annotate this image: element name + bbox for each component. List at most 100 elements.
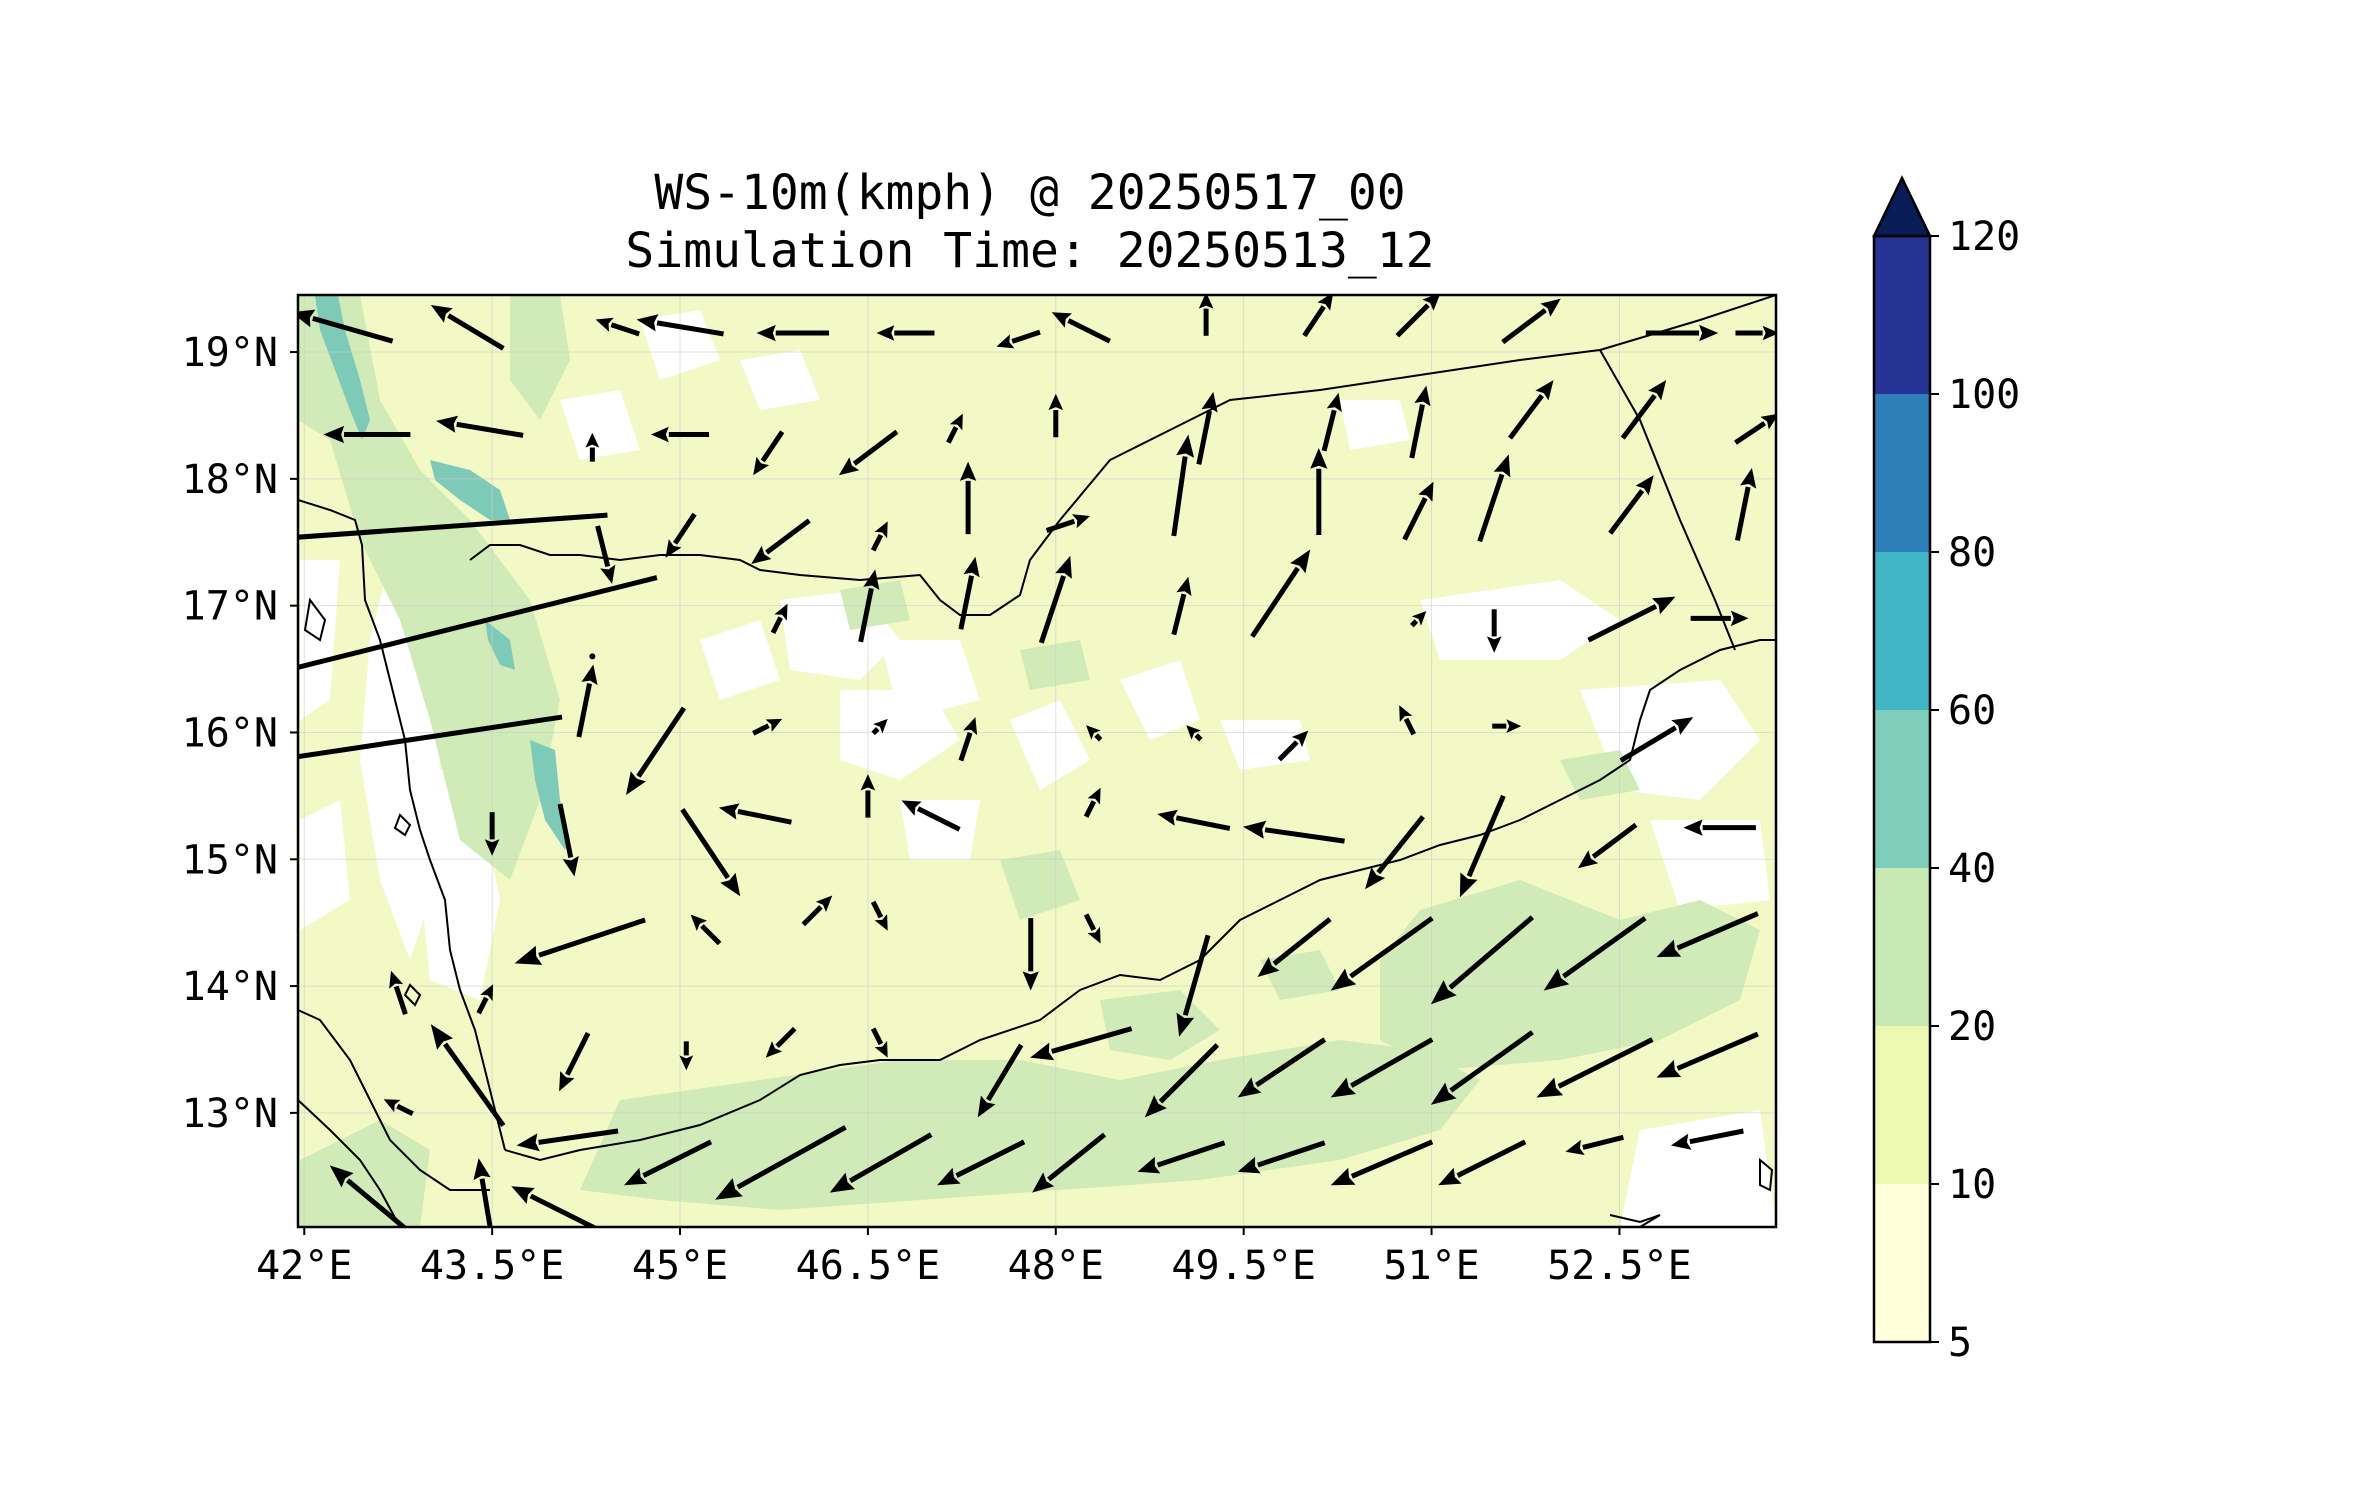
wind-arrow <box>1477 454 1511 543</box>
map-frame <box>296 293 1778 1229</box>
wind-arrow <box>1321 392 1342 452</box>
wind-arrow <box>958 556 980 630</box>
wind-arrow <box>858 569 880 643</box>
wind-arrow <box>298 309 394 344</box>
y-tick-label: 14°N <box>182 964 278 1010</box>
wind-arrow <box>871 718 888 736</box>
wind-speed-field <box>298 295 1776 1227</box>
wind-arrow <box>1565 1134 1624 1155</box>
wind-arrow <box>1083 913 1101 944</box>
wind-arrow <box>959 461 977 535</box>
wind-arrow <box>589 653 596 660</box>
wind-arrow <box>329 1165 408 1227</box>
wind-arrow <box>996 329 1041 349</box>
wind-arrow <box>1250 549 1311 638</box>
colorbar-tick-label: 10 <box>1948 1162 1996 1208</box>
colorbar-segment <box>1874 868 1930 1026</box>
wind-arrow <box>1086 725 1103 742</box>
wind-arrow <box>511 1186 599 1227</box>
wind-arrow <box>1083 787 1101 818</box>
x-tick-label: 43.5°E <box>420 1243 565 1289</box>
wind-arrow <box>1399 705 1416 736</box>
wind-arrow <box>1330 1037 1434 1098</box>
gridlines <box>298 295 1776 1227</box>
colorbar-segment <box>1874 1026 1930 1184</box>
wind-arrow <box>829 1132 933 1193</box>
wind-arrow <box>770 603 788 634</box>
wind-arrow <box>298 512 608 540</box>
wind-arrow <box>1438 1139 1527 1186</box>
wind-arrow <box>715 1125 847 1200</box>
wind-arrow <box>595 525 616 584</box>
wind-arrow <box>1608 475 1654 535</box>
colorbar-segment <box>1874 394 1930 552</box>
wind-arrow <box>718 803 792 825</box>
wind-arrow <box>1171 576 1192 636</box>
wind-arrow <box>756 324 830 342</box>
wind-arrow <box>1459 794 1506 898</box>
wind-arrow <box>870 1027 888 1058</box>
wind-arrow <box>679 1041 694 1071</box>
wind-arrow <box>838 429 899 476</box>
wind-arrow <box>1330 1139 1434 1186</box>
wind-arrow <box>476 984 494 1015</box>
wind-arrow <box>958 717 978 762</box>
wind-arrow <box>1237 1140 1326 1174</box>
wind-arrow <box>860 774 876 818</box>
colorbar-tick-label: 100 <box>1948 372 2020 418</box>
y-tick-label: 16°N <box>182 710 278 756</box>
wind-arrow <box>1022 918 1039 991</box>
y-axis: 19°N 18°N 17°N 16°N 15°N 14°N 13°N <box>182 330 298 1137</box>
x-tick-label: 51°E <box>1383 1243 1479 1289</box>
wind-arrow <box>1330 916 1434 991</box>
wind-arrow <box>636 314 724 337</box>
wind-arrow <box>1430 915 1535 1005</box>
wind-arrow <box>1492 719 1522 733</box>
colorbar-tick-label: 5 <box>1948 1320 1972 1366</box>
wind-arrow <box>1536 1037 1654 1098</box>
colorbar-tick-label: 120 <box>1948 214 2020 260</box>
wind-arrow <box>1045 514 1091 533</box>
wind-arrow <box>514 917 646 965</box>
wind-arrow <box>752 718 783 736</box>
wind-arrow <box>557 803 579 877</box>
wind-arrow <box>624 1139 713 1186</box>
wind-arrow <box>516 1128 619 1152</box>
y-tick-label: 19°N <box>182 330 278 376</box>
wind-arrow <box>937 1139 1026 1186</box>
wind-arrow <box>1196 391 1218 465</box>
wind-arrow <box>1032 1132 1107 1193</box>
wind-arrow <box>1157 809 1231 831</box>
wind-arrow <box>1186 725 1203 742</box>
wind-arrow <box>473 1158 493 1227</box>
colorbar-segment <box>1874 710 1930 868</box>
wind-arrow <box>1619 717 1694 763</box>
wind-arrow <box>430 305 505 351</box>
wind-arrow <box>1587 596 1676 643</box>
wind-arrow <box>1171 434 1195 537</box>
wind-arrow <box>1670 1128 1744 1150</box>
wind-arrow <box>323 425 411 444</box>
wind-arrow <box>1302 295 1333 338</box>
x-tick-label: 52.5°E <box>1547 1243 1692 1289</box>
wind-arrow <box>1257 917 1332 977</box>
y-tick-label: 17°N <box>182 584 278 630</box>
colorbar-tick-label: 20 <box>1948 1004 1996 1050</box>
wind-arrow <box>1277 730 1309 762</box>
wind-arrow <box>1690 610 1749 627</box>
wind-arrow <box>1430 1030 1534 1105</box>
colorbar-tick-label: 80 <box>1948 530 1996 576</box>
wind-arrow <box>576 664 598 738</box>
x-tick-label: 42°E <box>256 1243 352 1289</box>
x-tick-label: 48°E <box>1008 1243 1104 1289</box>
wind-arrow <box>1620 380 1667 440</box>
wind-arrow <box>1577 822 1638 869</box>
wind-arrow <box>1243 820 1345 844</box>
wind-arrow <box>1734 414 1776 445</box>
wind-arrow <box>1310 448 1328 536</box>
wind-arrow <box>946 413 963 444</box>
figure-title: WS-10m(kmph) @ 20250517_00 <box>654 165 1406 221</box>
wind-arrow <box>1237 1037 1327 1098</box>
wind-arrow <box>1051 312 1111 344</box>
